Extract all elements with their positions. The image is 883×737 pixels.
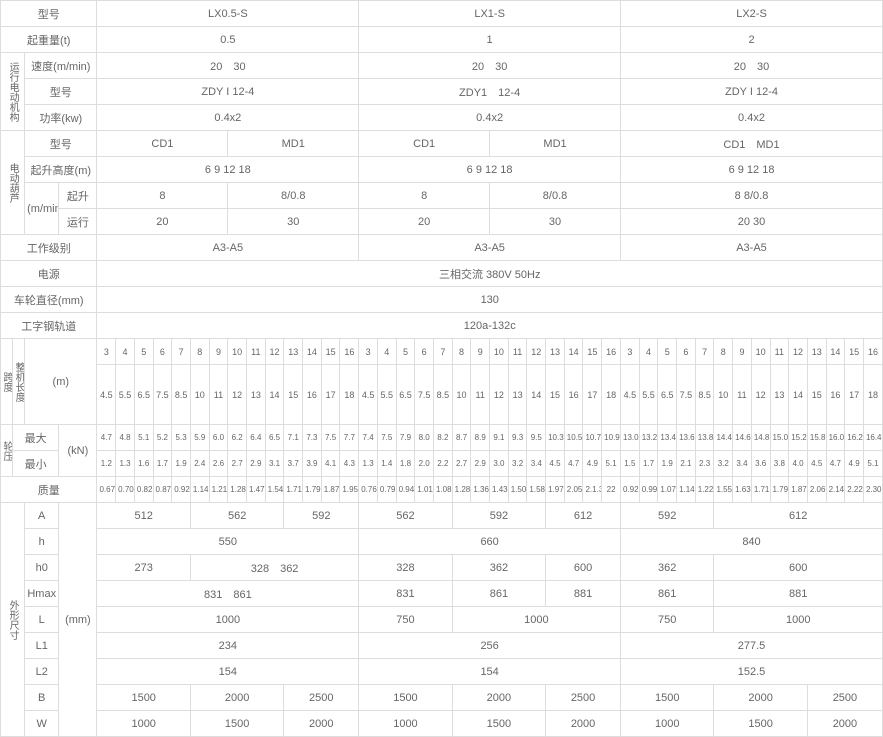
label-lift-h: 起升高度(m) (25, 157, 97, 183)
group-travel: 运行电动机构 (1, 53, 25, 131)
label-track: 工字钢轨道 (1, 313, 97, 339)
label-run: 运行 (59, 209, 97, 235)
label-travel-speed: 速度(m/min) (25, 53, 97, 79)
model-0: LX0.5-S (97, 1, 359, 27)
label-capacity: 起重量(t) (1, 27, 97, 53)
wheel-press-min: 最小 1.21.31.61.71.92.42.62.72.93.13.73.94… (1, 451, 883, 477)
label-travel-power: 功率(kw) (25, 105, 97, 131)
spec-table: 型号 LX0.5-S LX1-S LX2-S 起重量(t) 0.5 1 2 运行… (0, 0, 883, 737)
group-dims: 外形尺寸 (1, 503, 25, 737)
model-2: LX2-S (621, 1, 883, 27)
model-1: LX1-S (359, 1, 621, 27)
label-power: 电源 (1, 261, 97, 287)
label-lift: 起升 (59, 183, 97, 209)
label-travel-model: 型号 (25, 79, 97, 105)
mass-row: 质量 0.670.700.820.870.921.141.211.281.471… (1, 477, 883, 503)
label-model: 型号 (1, 1, 97, 27)
label-work-class: 工作级别 (1, 235, 97, 261)
wheel-press-max: 轮压 最大 (kN) 4.74.85.15.25.35.96.06.26.46.… (1, 425, 883, 451)
group-hoist: 电动葫芦 (1, 131, 25, 235)
label-speed-unit: (m/min) (25, 183, 59, 235)
label-wheel: 车轮直径(mm) (1, 287, 97, 313)
span-row-1: 跨度 整机长度 (m) 345678910111213141516 345678… (1, 339, 883, 365)
span-row-2: 4.55.56.57.58.5101112131415161718 4.55.5… (1, 365, 883, 425)
label-hoist-model: 型号 (25, 131, 97, 157)
